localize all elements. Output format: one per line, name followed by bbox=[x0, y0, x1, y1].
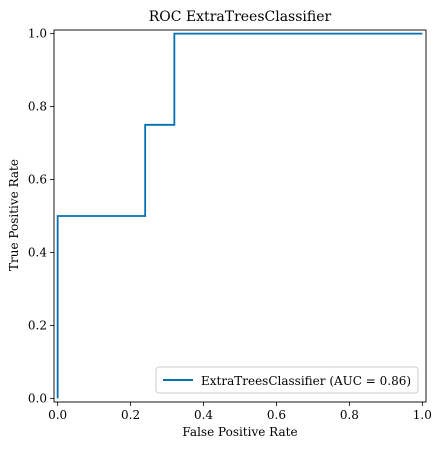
plot-area: 0.0 0.2 0.4 0.6 0.8 1.0 0.0 0.2 0.4 0.6 0.8 1.0 bbox=[28, 27, 432, 422]
y-tick-label-4: 0.8 bbox=[28, 100, 47, 114]
x-tick-label-4: 0.8 bbox=[340, 408, 359, 422]
x-tick-label-3: 0.6 bbox=[267, 408, 286, 422]
y-tick-label-1: 0.2 bbox=[28, 318, 47, 332]
x-tick-label-1: 0.2 bbox=[121, 408, 140, 422]
x-tick-label-5: 1.0 bbox=[413, 408, 432, 422]
legend-box bbox=[155, 366, 419, 394]
chart-title: ROC ExtraTreesClassifier bbox=[149, 9, 332, 25]
y-tick-label-3: 0.6 bbox=[28, 173, 47, 187]
y-tick-label-0: 0.0 bbox=[28, 391, 47, 405]
y-tick-label-5: 1.0 bbox=[28, 27, 47, 41]
y-tick-label-2: 0.4 bbox=[28, 245, 47, 259]
roc-curve-line-0 bbox=[56, 32, 423, 399]
x-axis-label: False Positive Rate bbox=[182, 425, 297, 439]
y-axis-label: True Positive Rate bbox=[7, 159, 21, 271]
x-tick-label-2: 0.4 bbox=[194, 408, 213, 422]
x-tick-label-0: 0.0 bbox=[48, 408, 67, 422]
legend: ExtraTreesClassifier (AUC = 0.86) bbox=[155, 366, 419, 394]
legend-label: ExtraTreesClassifier (AUC = 0.86) bbox=[201, 374, 411, 388]
axes-frame bbox=[53, 29, 427, 403]
